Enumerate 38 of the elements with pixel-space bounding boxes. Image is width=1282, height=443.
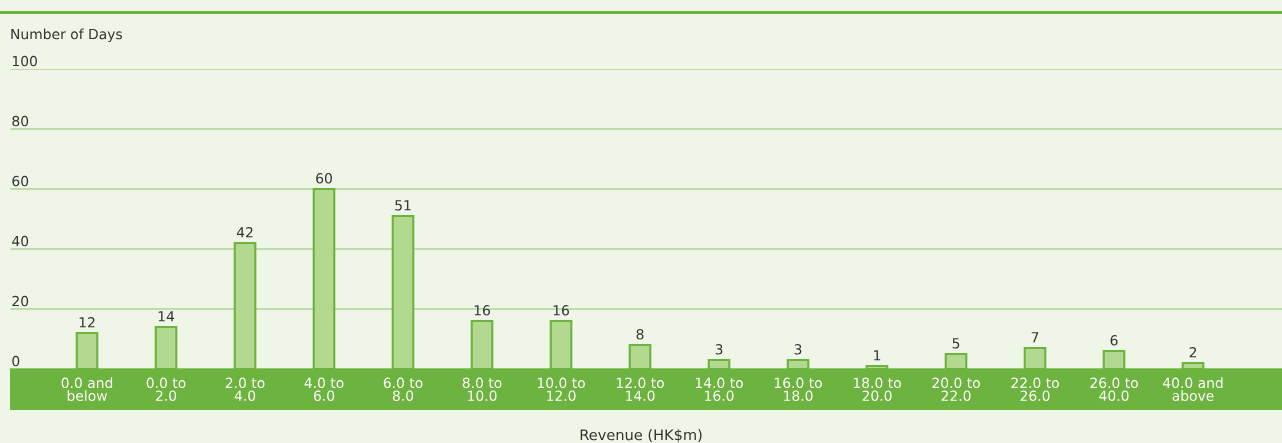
y-tick-label: 60: [12, 175, 29, 187]
x-tick-label: 8.0 to 10.0: [462, 377, 502, 401]
y-axis-title: Number of Days: [11, 28, 122, 42]
x-tick-label: 0.0 to 2.0: [146, 377, 186, 401]
x-tick-label: 26.0 to 40.0: [1090, 377, 1138, 401]
x-tick-label: 22.0 to 26.0: [1011, 377, 1059, 401]
x-tick-label: 4.0 to 6.0: [304, 377, 344, 401]
data-label: 14: [158, 311, 175, 322]
data-label: 1: [874, 350, 881, 361]
y-tick-label: 40: [12, 235, 29, 247]
data-label: 3: [715, 344, 723, 355]
data-label: 16: [553, 305, 569, 316]
data-label: 42: [236, 227, 253, 238]
x-tick-label: 6.0 to 8.0: [383, 377, 423, 401]
data-label: 3: [794, 344, 802, 355]
y-tick-label: 0: [12, 355, 20, 367]
x-tick-label: 10.0 to 12.0: [537, 377, 585, 401]
y-tick-label: 20: [12, 295, 29, 307]
data-label: 6: [1110, 335, 1118, 346]
x-tick-label: 20.0 to 22.0: [932, 377, 980, 401]
data-label: 60: [316, 173, 332, 184]
x-tick-label: 2.0 to 4.0: [225, 377, 265, 401]
data-label: 7: [1031, 332, 1039, 343]
data-label: 8: [636, 329, 644, 340]
data-label: 51: [395, 200, 411, 211]
data-label: 12: [79, 317, 95, 328]
data-label: 16: [474, 305, 490, 316]
x-tick-label: 12.0 to 14.0: [616, 377, 664, 401]
x-axis-title: Revenue (HK$m): [580, 429, 702, 443]
y-tick-label: 80: [12, 115, 29, 127]
data-label: 2: [1189, 347, 1197, 358]
x-tick-label: 14.0 to 16.0: [695, 377, 743, 401]
y-tick-label: 100: [12, 55, 37, 67]
x-tick-label: 16.0 to 18.0: [774, 377, 822, 401]
data-label: 5: [952, 338, 960, 349]
x-tick-label: 40.0 and above: [1162, 377, 1223, 401]
x-tick-label: 18.0 to 20.0: [853, 377, 901, 401]
x-tick-label: 0.0 and below: [61, 377, 113, 401]
